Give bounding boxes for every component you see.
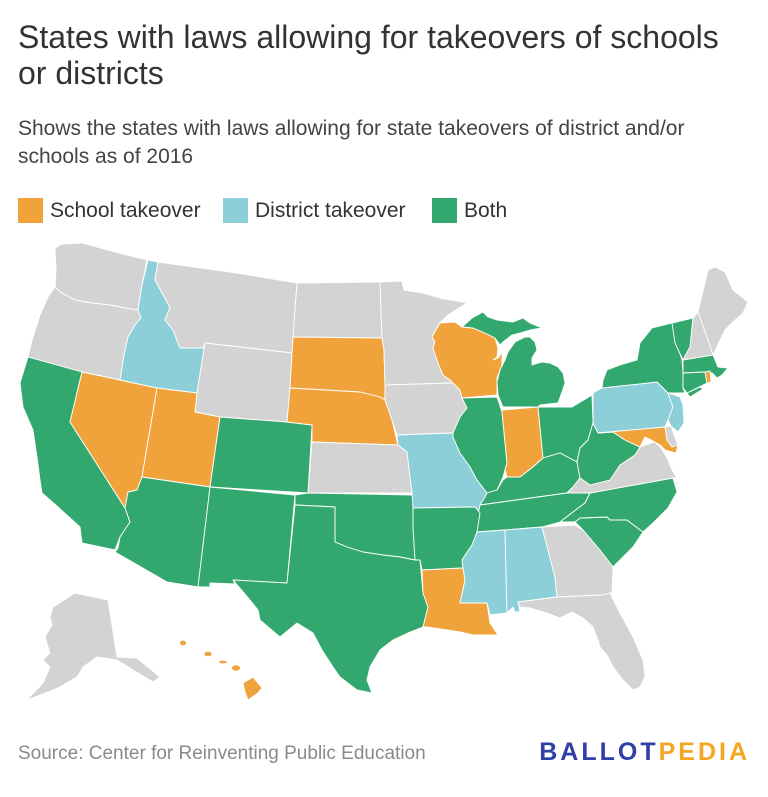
state-michigan-lower[interactable] — [496, 336, 566, 408]
legend-label: Both — [464, 199, 508, 222]
legend-item-both: Both — [432, 198, 507, 223]
state-montana[interactable] — [154, 261, 298, 354]
legend-label: District takeover — [255, 199, 406, 222]
ballotpedia-logo[interactable]: BALLOTPEDIA — [539, 740, 750, 765]
legend-item-school-takeover: School takeover — [18, 198, 201, 223]
state-wyoming[interactable] — [194, 342, 293, 423]
state-colorado[interactable] — [209, 416, 313, 494]
state-new-jersey[interactable] — [667, 392, 685, 433]
state-michigan-upper[interactable] — [461, 311, 543, 346]
logo-part-ballot: BALLOT — [539, 738, 659, 766]
state-arizona[interactable] — [114, 476, 211, 588]
legend-swatch-green-icon — [432, 198, 457, 223]
state-rhode-island[interactable] — [704, 370, 712, 384]
state-north-dakota[interactable] — [292, 281, 383, 339]
state-florida[interactable] — [517, 592, 646, 691]
state-alaska[interactable] — [26, 592, 161, 701]
state-hawaii-oahu[interactable] — [203, 650, 213, 658]
legend-item-district-takeover: District takeover — [223, 198, 406, 223]
state-new-mexico[interactable] — [197, 486, 296, 588]
state-hawaii-molokai[interactable] — [218, 659, 228, 665]
source-note: Source: Center for Reinventing Public Ed… — [18, 743, 426, 764]
state-kansas[interactable] — [307, 441, 413, 494]
state-hawaii-kauai[interactable] — [179, 639, 187, 647]
state-pennsylvania[interactable] — [592, 381, 674, 434]
state-hawaii-maui[interactable] — [231, 664, 241, 672]
state-maryland[interactable] — [597, 426, 679, 454]
legend-label: School takeover — [50, 199, 201, 222]
legend-swatch-orange-icon — [18, 198, 43, 223]
state-new-york[interactable] — [601, 322, 686, 394]
legend-swatch-blue-icon — [223, 198, 248, 223]
logo-part-pedia: PEDIA — [658, 738, 750, 766]
state-maine[interactable] — [697, 266, 749, 356]
us-states-map — [19, 242, 749, 701]
state-north-carolina[interactable] — [559, 477, 678, 533]
chart-subtitle: Shows the states with laws allowing for … — [18, 117, 685, 168]
state-connecticut[interactable] — [682, 371, 708, 394]
state-georgia[interactable] — [541, 524, 614, 598]
chart-title: States with laws allowing for takeovers … — [18, 19, 719, 91]
state-iowa[interactable] — [384, 382, 468, 436]
state-hawaii-big-island[interactable] — [242, 676, 263, 701]
state-texas[interactable] — [232, 504, 429, 694]
state-nebraska[interactable] — [286, 387, 399, 446]
